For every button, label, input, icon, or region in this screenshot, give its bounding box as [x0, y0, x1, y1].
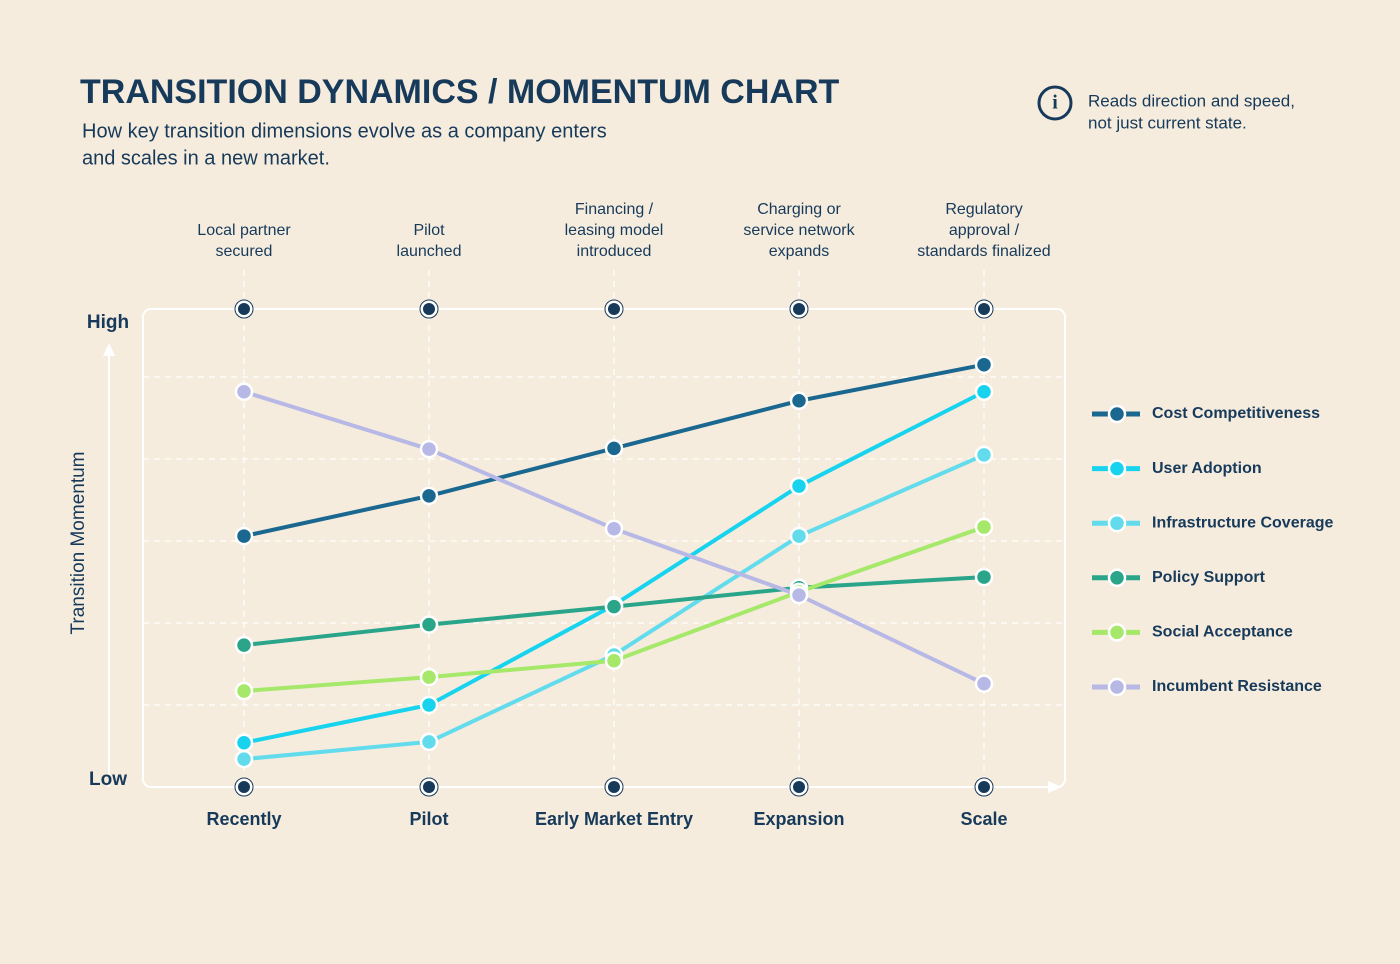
axis-dot-core: [608, 781, 620, 793]
legend-label: Incumbent Resistance: [1152, 678, 1322, 695]
subtitle: and scales in a new market.: [82, 147, 330, 169]
legend-swatch-dot: [1107, 623, 1127, 642]
data-point: [604, 651, 624, 670]
note: Reads direction and speed,: [1088, 91, 1295, 110]
legend-label: Infrastructure Coverage: [1152, 514, 1333, 531]
data-point: [419, 732, 439, 752]
milestone-label: Charging or: [757, 201, 841, 218]
y-axis-arrowhead: [103, 343, 115, 356]
data-point: [234, 635, 254, 655]
plot-frame: [142, 308, 1066, 788]
legend-swatch-dot: [1107, 677, 1127, 697]
x-tick-label: Expansion: [753, 809, 844, 829]
data-point: [419, 667, 439, 687]
legend-swatch-dot: [1107, 568, 1127, 588]
info-icon-glyph: i: [1052, 92, 1058, 114]
x-tick-label: Recently: [206, 809, 281, 829]
y-axis-label: Transition Momentum: [68, 451, 89, 634]
data-point: [789, 585, 809, 605]
legend-label: User Adoption: [1152, 460, 1262, 477]
axis-dot-core: [793, 303, 805, 315]
milestone-label: expands: [769, 243, 830, 260]
milestone-label: introduced: [577, 243, 652, 260]
x-tick-label: Scale: [960, 809, 1007, 829]
milestone-label: standards finalized: [917, 243, 1050, 260]
axis-dot-core: [238, 781, 250, 793]
legend-swatch-dot: [1107, 404, 1127, 424]
data-point: [419, 695, 439, 715]
data-point: [974, 382, 994, 402]
legend-label: Policy Support: [1152, 569, 1266, 586]
data-point: [419, 439, 439, 459]
chart-title: TRANSITION DYNAMICS / MOMENTUM CHART: [80, 73, 840, 111]
data-point: [234, 733, 254, 752]
axis-dot-core: [423, 303, 435, 315]
data-point: [604, 519, 624, 538]
y-tick-label: High: [87, 312, 129, 333]
data-point: [419, 615, 439, 634]
milestone-label: Regulatory: [945, 201, 1022, 218]
legend-label: Social Acceptance: [1152, 624, 1293, 641]
legend-label: Cost Competitiveness: [1152, 405, 1320, 422]
data-point: [234, 749, 254, 769]
milestone-label: approval /: [949, 222, 1020, 239]
axis-dot-core: [978, 303, 990, 315]
subtitle: How key transition dimensions evolve as …: [82, 120, 607, 142]
legend-swatch-dot: [1107, 513, 1127, 533]
milestone-label: service network: [743, 222, 855, 239]
axis-dot-core: [978, 781, 990, 793]
axis-dot-core: [423, 781, 435, 793]
data-point: [234, 526, 254, 546]
milestone-label: leasing model: [565, 222, 664, 239]
axis-dot-core: [793, 781, 805, 793]
milestone-label: Local partner: [197, 222, 291, 239]
milestone-label: secured: [216, 243, 273, 260]
data-point: [789, 391, 809, 411]
data-point: [974, 674, 994, 693]
note: not just current state.: [1088, 113, 1247, 132]
milestone-label: launched: [397, 243, 462, 260]
data-point: [789, 476, 809, 496]
data-point: [604, 439, 624, 458]
x-axis-arrowhead: [1048, 781, 1062, 793]
milestone-label: Pilot: [413, 222, 445, 239]
axis-dot-core: [238, 303, 250, 315]
axis-dot-core: [608, 303, 620, 315]
data-point: [974, 567, 994, 587]
info-icon: [1037, 85, 1073, 121]
legend-swatch-dot: [1107, 459, 1127, 478]
y-tick-label: Low: [89, 769, 127, 790]
data-point: [974, 517, 994, 537]
data-point: [974, 445, 994, 465]
data-point: [974, 355, 994, 374]
x-tick-label: Pilot: [410, 809, 449, 829]
data-point: [419, 486, 439, 506]
data-point: [234, 382, 254, 402]
milestone-label: Financing /: [575, 201, 654, 218]
data-point: [789, 526, 809, 546]
data-point: [604, 597, 624, 616]
x-tick-label: Early Market Entry: [535, 809, 693, 829]
data-point: [234, 681, 254, 701]
